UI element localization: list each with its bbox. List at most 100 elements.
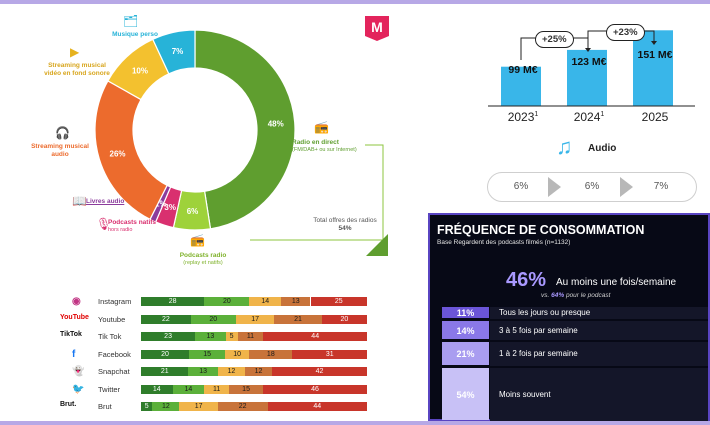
social-platform-name: Facebook xyxy=(98,349,131,359)
frequency-base: Base Regardent des podcasts filmés (n=11… xyxy=(437,239,571,246)
frequency-bar xyxy=(442,342,489,365)
social-segment: 28 xyxy=(141,297,205,306)
social-segment: 12 xyxy=(217,367,245,376)
social-segment: 46 xyxy=(263,384,367,394)
social-segment: 25 xyxy=(310,297,367,306)
arrow-head-icon xyxy=(651,41,657,45)
year-2024: 20241 xyxy=(573,110,605,124)
arrow-head-icon xyxy=(585,48,591,52)
frequency-value: 11% xyxy=(456,308,475,318)
frequency-bar xyxy=(442,307,489,318)
radio-icon: 📻 xyxy=(314,120,329,134)
microphone-icon: 🎙 xyxy=(96,217,112,231)
audio-label: Audio xyxy=(588,143,617,154)
frequency-label: 3 à 5 fois par semaine xyxy=(499,325,578,335)
label-total-radios: Total offres des radios 54% xyxy=(313,217,377,232)
social-segment: 13 xyxy=(281,297,311,306)
slice-label: 6% xyxy=(187,207,199,216)
audio-value-2023: 6% xyxy=(513,181,529,192)
label-radio-direct: Radio en direct (FM/DAB+ ou sur Internet) xyxy=(292,139,357,153)
label-podcasts-natifs: Podcasts natifs hors radio xyxy=(108,219,157,233)
video-icon: ▶ xyxy=(70,45,80,59)
growth-badge-2025: +23% xyxy=(606,24,645,41)
label-livres-audio: Livres audio xyxy=(86,198,125,205)
audio-share-pill xyxy=(487,172,697,202)
audio-value-2025: 7% xyxy=(653,181,669,192)
frame-bottom xyxy=(0,421,710,425)
instagram-icon: ◉ xyxy=(72,296,81,307)
growth-badge-2024: +25% xyxy=(535,31,574,48)
frequency-value: 14% xyxy=(456,325,475,336)
frequency-row xyxy=(490,321,708,340)
frequency-panel: FRÉQUENCE DE CONSOMMATION Base Regardent… xyxy=(428,213,710,421)
slice-label: 3% xyxy=(164,203,176,212)
slice-musique-perso xyxy=(152,29,196,75)
social-segment: 14 xyxy=(172,384,205,394)
frequency-label: Moins souvent xyxy=(499,389,551,399)
rev-value-2024: 123 M€ xyxy=(571,56,607,68)
snapchat-icon: 👻 xyxy=(72,366,85,377)
social-segment: 5 xyxy=(225,332,238,341)
frequency-row xyxy=(490,342,708,366)
social-segment: 42 xyxy=(272,367,367,376)
rev-value-2023: 99 M€ xyxy=(508,64,538,76)
social-segment: 31 xyxy=(292,349,367,359)
frame-top xyxy=(0,0,710,4)
social-segment: 22 xyxy=(217,402,268,411)
book-icon: 📖 xyxy=(72,194,87,208)
revenue-bar xyxy=(567,49,607,106)
social-segment: 10 xyxy=(225,349,250,359)
frequency-value: 21% xyxy=(456,349,475,359)
revenue-chart xyxy=(488,30,695,107)
social-segment: 15 xyxy=(229,384,264,394)
social-segment: 11 xyxy=(204,384,230,394)
social-platform-name: Twitter xyxy=(98,384,121,394)
slice-label: 26% xyxy=(110,150,126,159)
frequency-value: 54% xyxy=(456,389,475,400)
revenue-bar xyxy=(501,66,541,106)
slice-radio-direct xyxy=(194,29,296,230)
social-segment: 13 xyxy=(188,367,218,376)
label-podcasts-radio: Podcasts radio (replay et natifs) xyxy=(179,252,227,266)
social-segment: 20 xyxy=(190,314,236,324)
frequency-bar xyxy=(442,368,489,420)
frequency-row xyxy=(490,368,708,421)
frequency-note: vs. 64% pour le podcast xyxy=(541,292,611,299)
slice-label: 7% xyxy=(172,47,184,56)
frequency-label: Tous les jours ou presque xyxy=(499,308,591,317)
frequency-row xyxy=(490,307,708,319)
social-segment: 20 xyxy=(141,349,190,359)
year-2023: 20231 xyxy=(507,110,539,124)
social-segment: 11 xyxy=(237,332,264,341)
audio-value-2024: 6% xyxy=(584,181,600,192)
year-2025: 2025 xyxy=(641,110,669,124)
tiktok-icon: TikTok xyxy=(60,331,82,338)
arrow-icon xyxy=(620,177,633,197)
slice-label: 1% xyxy=(155,199,167,208)
music-folder-icon: 🗂 xyxy=(123,14,139,28)
podcast-radio-icon: 📻 xyxy=(190,233,205,247)
arrow-icon xyxy=(548,177,561,197)
social-segment: 17 xyxy=(235,314,275,324)
frequency-headline: 46% xyxy=(506,269,547,291)
brand-logo: M xyxy=(365,16,389,41)
social-segment: 12 xyxy=(152,402,180,411)
social-segment: 44 xyxy=(267,402,367,411)
brut-icon: Brut. xyxy=(60,401,77,408)
social-segment: 20 xyxy=(204,297,250,306)
corner-accent xyxy=(366,234,388,256)
social-segment: 13 xyxy=(195,332,226,341)
music-note-icon: ♫ xyxy=(556,134,573,159)
social-platform-name: Instagram xyxy=(98,297,132,306)
slice-label: 10% xyxy=(132,67,148,76)
social-platform-name: Youtube xyxy=(98,314,126,324)
social-segment: 21 xyxy=(141,367,189,376)
label-streaming-video: Streaming musical vidéo en fond sonore xyxy=(44,62,110,77)
social-segment: 20 xyxy=(321,314,367,324)
social-platform-name: Tik Tok xyxy=(98,332,122,341)
twitter-icon: 🐦 xyxy=(72,383,85,395)
frequency-bar xyxy=(442,321,489,339)
social-segment: 15 xyxy=(189,349,226,359)
frequency-title: FRÉQUENCE DE CONSOMMATION xyxy=(437,223,645,237)
social-segment: 17 xyxy=(179,402,218,411)
